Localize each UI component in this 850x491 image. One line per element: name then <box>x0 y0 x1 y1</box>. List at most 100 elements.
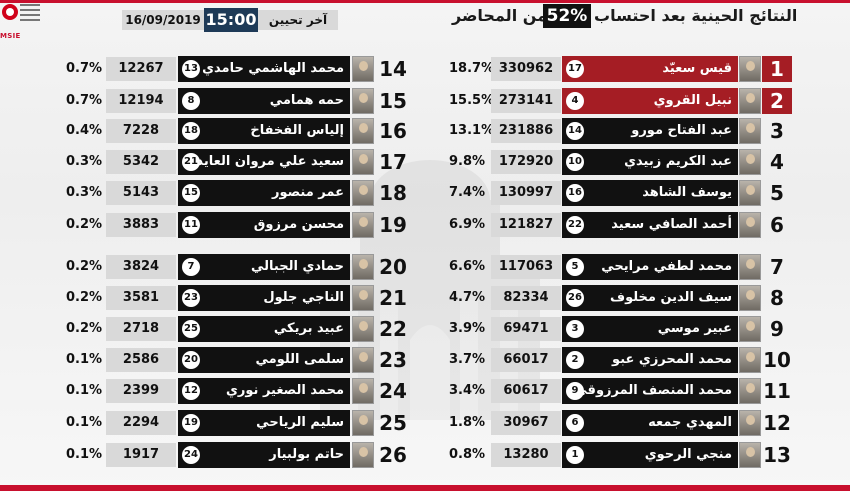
candidate-photo <box>739 410 761 436</box>
candidate-photo <box>739 212 761 238</box>
candidate-photo <box>352 149 374 175</box>
candidate-name-bar: عمر منصور <box>178 180 350 206</box>
vote-percent: 0.7% <box>66 93 103 108</box>
vote-percent: 1.8% <box>449 415 486 430</box>
candidate-photo <box>352 347 374 373</box>
candidate-name-bar: أحمد الصافي سعيد <box>562 212 738 238</box>
vote-count: 2294 <box>106 411 176 435</box>
vote-count: 3883 <box>106 213 176 237</box>
ballot-number: 3 <box>566 320 584 338</box>
candidate-name: سلمى اللومي <box>255 352 344 367</box>
rank-number: 7 <box>770 255 784 279</box>
ballot-number: 16 <box>566 184 584 202</box>
ballot-number: 22 <box>566 216 584 234</box>
candidate-name: محمد المنصف المرزوقي <box>574 383 732 398</box>
candidate-photo <box>739 180 761 206</box>
candidate-row: 0.2% 3581 الناجي جلول 23 21 <box>0 285 850 311</box>
candidate-photo <box>739 442 761 468</box>
candidate-name-bar: عبير موسي <box>562 316 738 342</box>
candidate-row: 15.5% 273141 نبيل القروي 4 2 <box>0 88 850 114</box>
ballot-number: 9 <box>566 382 584 400</box>
candidate-name: عبيد بريكي <box>273 321 344 336</box>
candidate-photo <box>352 212 374 238</box>
candidate-row: 4.7% 82334 سيف الدين مخلوف 26 8 <box>0 285 850 311</box>
ballot-number: 15 <box>182 184 200 202</box>
candidate-photo <box>739 316 761 342</box>
rank-number: 25 <box>379 411 407 435</box>
candidate-name: قيس سعيّد <box>662 61 732 76</box>
rank-number: 5 <box>770 181 784 205</box>
ballot-number: 1 <box>566 446 584 464</box>
candidate-photo <box>352 442 374 468</box>
rank-number: 8 <box>770 286 784 310</box>
candidate-name-bar: سعيد علي مروان العايدي <box>178 149 350 175</box>
candidate-name-bar: محمد لطفي مرايحي <box>562 254 738 280</box>
ballot-number: 25 <box>182 320 200 338</box>
candidate-name: أحمد الصافي سعيد <box>611 217 732 232</box>
rank-number: 3 <box>770 119 784 143</box>
candidate-name-bar: سلمى اللومي <box>178 347 350 373</box>
vote-percent: 0.3% <box>66 154 103 169</box>
candidate-row: 0.7% 12194 حمه همامي 8 15 <box>0 88 850 114</box>
tunisia-flag-icon <box>2 4 18 20</box>
isie-logo: MSIE <box>0 0 42 48</box>
candidate-photo <box>739 118 761 144</box>
candidate-name: حمادي الجبالي <box>250 259 344 274</box>
ballot-number: 10 <box>566 153 584 171</box>
ballot-number: 11 <box>182 216 200 234</box>
vote-percent: 0.1% <box>66 447 103 462</box>
ballot-number: 19 <box>182 414 200 432</box>
vote-count: 66017 <box>491 348 561 372</box>
ballot-number: 4 <box>566 92 584 110</box>
top-accent-stripe <box>0 0 850 3</box>
candidate-photo <box>352 316 374 342</box>
vote-count: 12267 <box>106 57 176 81</box>
vote-percent: 3.7% <box>449 352 486 367</box>
vote-count: 172920 <box>491 150 561 174</box>
ballot-number: 18 <box>182 122 200 140</box>
candidate-row: 6.9% 121827 أحمد الصافي سعيد 22 6 <box>0 212 850 238</box>
ballot-number: 6 <box>566 414 584 432</box>
rank-number: 21 <box>379 286 407 310</box>
candidate-name: حمه همامي <box>269 93 344 108</box>
bottom-accent-stripe <box>0 485 850 491</box>
vote-percent: 0.1% <box>66 383 103 398</box>
candidate-photo <box>739 88 761 114</box>
vote-percent: 3.9% <box>449 321 486 336</box>
rank-number: 10 <box>763 348 791 372</box>
candidate-row: 0.2% 3883 محسن مرزوق 11 19 <box>0 212 850 238</box>
time-label: 15:00 <box>204 8 258 32</box>
vote-count: 82334 <box>491 286 561 310</box>
ballot-number: 5 <box>566 258 584 276</box>
candidate-name-bar: حمه همامي <box>178 88 350 114</box>
last-update-label: آخر تحيين <box>258 10 338 30</box>
vote-count: 2586 <box>106 348 176 372</box>
candidate-name: منجي الرحوي <box>644 447 732 462</box>
rank-number: 20 <box>379 255 407 279</box>
candidate-name-bar: حاتم بولبيار <box>178 442 350 468</box>
candidate-row: 0.3% 5143 عمر منصور 15 18 <box>0 180 850 206</box>
vote-percent: 0.2% <box>66 259 103 274</box>
candidate-row: 7.4% 130997 يوسف الشاهد 16 5 <box>0 180 850 206</box>
candidate-name-bar: قيس سعيّد <box>562 56 738 82</box>
candidate-name: إلياس الفخفاخ <box>250 123 344 138</box>
candidate-row: 0.2% 2718 عبيد بريكي 25 22 <box>0 316 850 342</box>
vote-percent: 0.2% <box>66 290 103 305</box>
candidate-name: سعيد علي مروان العايدي <box>184 154 345 169</box>
rank-number: 16 <box>379 119 407 143</box>
date-label: 16/09/2019 <box>122 10 204 30</box>
candidate-name-bar: سيف الدين مخلوف <box>562 285 738 311</box>
vote-count: 2718 <box>106 317 176 341</box>
candidate-photo <box>352 118 374 144</box>
candidate-name: عبير موسي <box>657 321 732 336</box>
vote-percent: 7.4% <box>449 185 486 200</box>
candidate-name-bar: المهدي جمعه <box>562 410 738 436</box>
ballot-number: 20 <box>182 351 200 369</box>
rank-number: 6 <box>770 213 784 237</box>
candidate-name: يوسف الشاهد <box>642 185 732 200</box>
candidate-name-bar: حمادي الجبالي <box>178 254 350 280</box>
candidate-row: 0.4% 7228 إلياس الفخفاخ 18 16 <box>0 118 850 144</box>
candidate-row: 0.1% 2586 سلمى اللومي 20 23 <box>0 347 850 373</box>
ballot-number: 13 <box>182 60 200 78</box>
rank-number: 14 <box>379 57 407 81</box>
